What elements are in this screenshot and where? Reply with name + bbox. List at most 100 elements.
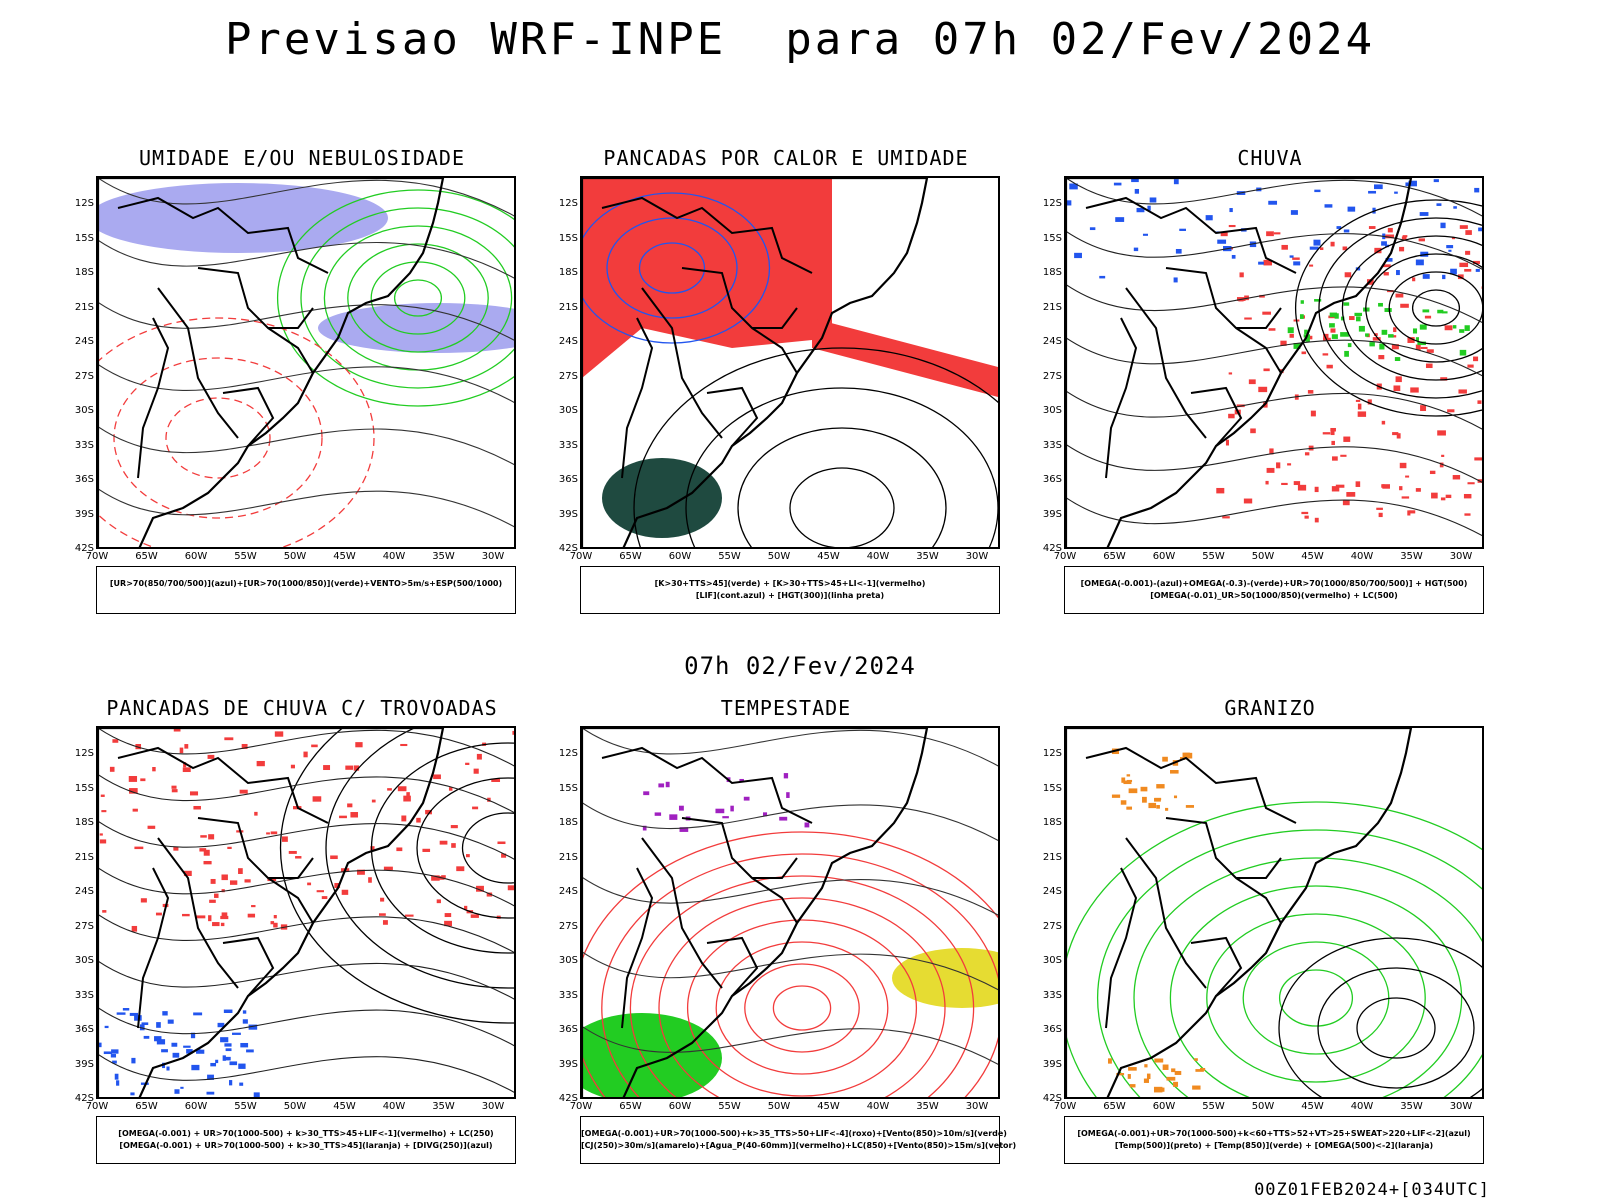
- storm-area: [182, 913, 190, 917]
- legend-line-2: [OMEGA(-0.01)_UR>50(1000/850)(vermelho) …: [1150, 591, 1398, 600]
- storm-area: [371, 799, 376, 803]
- storm-area: [224, 737, 234, 741]
- rain-area: [1412, 277, 1416, 282]
- panel-legend: [UR>70(850/700/500)](azul)+[UR>70(1000/8…: [96, 566, 516, 614]
- storm-area: [207, 754, 215, 759]
- divergence-area: [130, 1092, 135, 1096]
- country-border: [197, 267, 314, 329]
- storm-area: [140, 778, 146, 782]
- omega500-area: [1171, 1068, 1176, 1073]
- lif-contour: [606, 217, 738, 319]
- rain-area: [1445, 494, 1452, 499]
- omega500-area: [1128, 1067, 1137, 1071]
- omega-area: [1258, 261, 1264, 265]
- storm-area: [221, 912, 228, 917]
- lat-tick-label: 18S: [74, 267, 94, 278]
- temp850-contour: [1066, 801, 1482, 1097]
- storm-area: [416, 817, 421, 823]
- rain-area: [1320, 247, 1324, 251]
- divergence-area: [141, 1022, 149, 1026]
- legend-line-2: [CJ(250)>30m/s](amarelo)+[Agua_P(40-60mm…: [581, 1141, 1017, 1150]
- map-chuva[interactable]: [1064, 176, 1484, 549]
- temp500-contour: [1317, 967, 1475, 1089]
- storm-area: [112, 739, 119, 743]
- storm-area: [425, 809, 432, 815]
- country-border: [117, 196, 329, 274]
- lon-tick-label: 50W: [1251, 551, 1275, 562]
- rain-area: [1304, 515, 1309, 519]
- divergence-area: [172, 1052, 180, 1058]
- rain-area: [1415, 488, 1421, 492]
- map-trovoadas[interactable]: [96, 726, 516, 1099]
- storm-area: [109, 766, 115, 772]
- rain-area: [1393, 327, 1397, 333]
- rain-area: [1481, 286, 1482, 289]
- hgt300-contour: [633, 347, 998, 547]
- country-border: [751, 327, 798, 374]
- streamline: [1066, 284, 1482, 324]
- instability-fill: [582, 178, 832, 378]
- run-timestamp: 00Z01FEB2024+[034UTC]: [1254, 1180, 1490, 1200]
- rain-area: [1415, 344, 1421, 351]
- lat-tick-label: 18S: [558, 817, 578, 828]
- omega-strong-area: [1343, 302, 1350, 306]
- map-umidade[interactable]: [96, 176, 516, 549]
- omega500-area: [1121, 777, 1126, 783]
- omega-area: [1173, 179, 1179, 185]
- lat-tick-label: 21S: [74, 851, 94, 863]
- map-tempestade[interactable]: [580, 726, 1000, 1099]
- country-border: [197, 817, 314, 879]
- map-granizo[interactable]: [1064, 726, 1484, 1099]
- omega-strong-area: [1464, 325, 1470, 331]
- omega-strong-area: [1381, 329, 1388, 335]
- thickness-contour: [165, 397, 271, 479]
- omega-area: [1175, 248, 1182, 254]
- lat-tick-label: 12S: [1042, 748, 1062, 759]
- temp850-contour: [1278, 969, 1354, 1027]
- divergence-area: [183, 1045, 191, 1048]
- omega-area: [1394, 191, 1398, 194]
- rain-area: [1410, 387, 1419, 393]
- omega-area: [1115, 217, 1125, 222]
- storm-area: [239, 789, 248, 794]
- panel-granizo: GRANIZO [OMEGA(-0.001)+UR>70(1000-500)+k…: [1043, 696, 1490, 1196]
- map-pancadas-calor[interactable]: [580, 176, 1000, 549]
- severe-area: [658, 783, 665, 788]
- omega-area: [1448, 249, 1452, 252]
- lon-tick-label: 50W: [283, 551, 307, 562]
- panel-title: GRANIZO: [1224, 696, 1316, 720]
- divergence-area: [217, 1022, 225, 1028]
- hgt300-contour: [685, 387, 998, 547]
- storm-area: [448, 787, 453, 791]
- storm-area: [465, 762, 470, 765]
- rain-area: [1376, 507, 1383, 510]
- storm-area: [183, 870, 192, 877]
- divergence-area: [196, 1049, 205, 1054]
- omega500-area: [1156, 784, 1165, 789]
- rain-area: [1385, 234, 1395, 239]
- country-border: [641, 287, 723, 439]
- rain-area: [1263, 368, 1270, 372]
- rain-area: [1451, 237, 1455, 240]
- jet-fill: [892, 948, 998, 1008]
- rain-area: [1440, 497, 1446, 501]
- omega-area: [1313, 239, 1321, 246]
- storm-area: [183, 762, 187, 768]
- rain-area: [1395, 293, 1404, 298]
- map-canvas: [98, 728, 514, 1097]
- divergence-area: [224, 1043, 232, 1047]
- divergence-area: [167, 1019, 174, 1024]
- omega500-area: [1165, 807, 1169, 811]
- storm-area: [270, 921, 275, 925]
- storm-area: [100, 794, 105, 797]
- rain-area: [1301, 351, 1307, 355]
- omega-strong-area: [1347, 343, 1352, 348]
- storm-area: [155, 912, 162, 916]
- omega-area: [1066, 200, 1072, 206]
- rain-area: [1473, 356, 1479, 362]
- rain-area: [1266, 467, 1275, 473]
- rain-area: [1293, 481, 1301, 486]
- country-border: [1085, 196, 1297, 274]
- rain-area: [1396, 433, 1401, 439]
- lon-tick-label: 40W: [382, 1101, 406, 1112]
